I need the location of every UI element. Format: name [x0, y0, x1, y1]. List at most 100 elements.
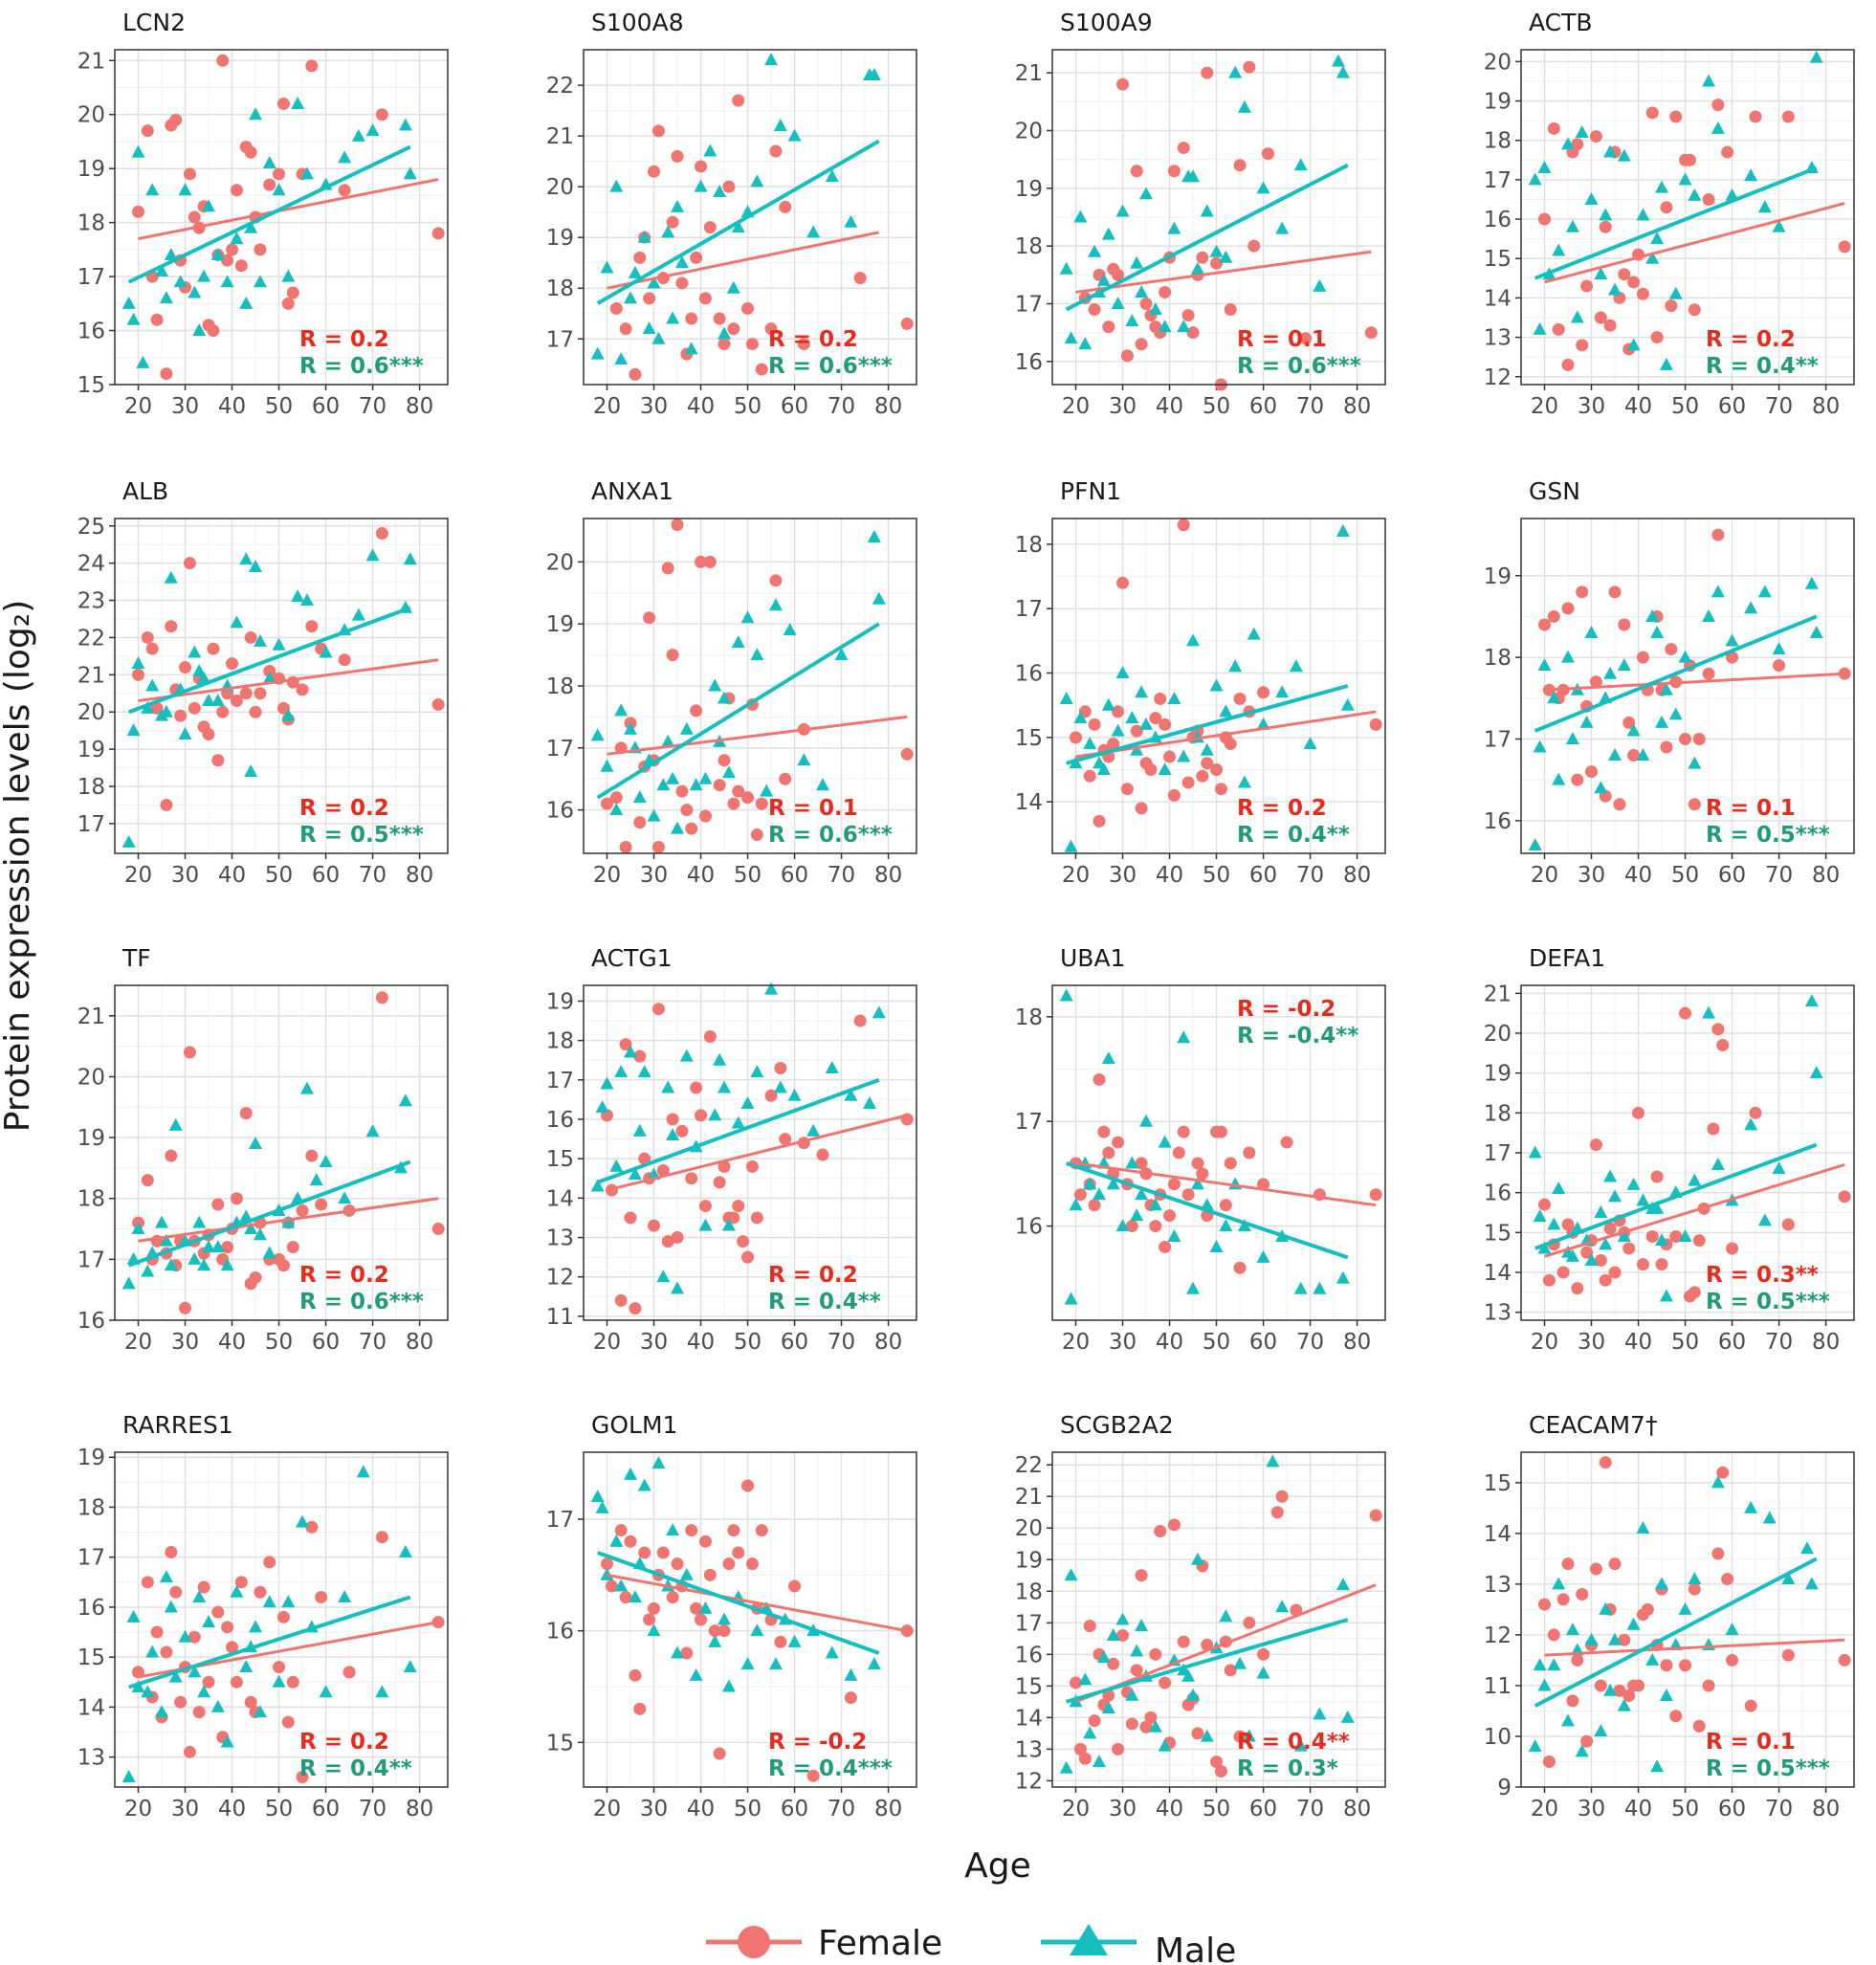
male-point: [1190, 261, 1204, 275]
y-tick-label: 19: [77, 1446, 105, 1470]
male-point: [1561, 1713, 1576, 1727]
male-point: [666, 771, 680, 784]
male-point: [351, 607, 365, 621]
male-point: [1340, 1710, 1355, 1723]
female-point: [1641, 1602, 1654, 1616]
male-point: [239, 552, 254, 565]
male-point: [262, 671, 276, 684]
r-label-female: R = 0.2: [1706, 327, 1796, 352]
female-point: [249, 1270, 262, 1284]
female-point: [230, 184, 243, 197]
x-tick-label: 50: [1671, 863, 1699, 888]
female-point: [1561, 1557, 1575, 1571]
female-point: [666, 215, 679, 229]
female-point: [1566, 1694, 1579, 1708]
male-point: [145, 1645, 160, 1658]
female-point: [1556, 1593, 1570, 1606]
female-point: [732, 1546, 745, 1559]
male-point: [210, 248, 225, 261]
female-point: [202, 728, 215, 741]
y-tick-label: 15: [77, 1645, 105, 1670]
male-point: [319, 645, 333, 658]
male-point: [164, 1258, 178, 1271]
male-point: [1804, 576, 1819, 589]
y-tick-label: 20: [1015, 1516, 1043, 1541]
y-tick-label: 21: [1015, 61, 1043, 86]
r-label-female: R = -0.2: [768, 1730, 867, 1755]
female-point: [226, 1641, 239, 1654]
y-tick-label: 15: [546, 1731, 574, 1755]
female-point: [1097, 1125, 1111, 1138]
female-point: [179, 661, 192, 674]
male-point: [1533, 740, 1547, 753]
male-point: [740, 1096, 755, 1110]
male-point: [1200, 742, 1214, 756]
female-point: [1125, 1220, 1138, 1233]
female-point: [1538, 212, 1552, 226]
female-point: [1125, 1717, 1138, 1731]
male-point: [220, 1258, 234, 1271]
male-point: [1678, 172, 1692, 186]
y-tick-label: 18: [77, 1495, 105, 1520]
female-point: [1665, 299, 1678, 313]
r-label-male: R = 0.5***: [1706, 1756, 1830, 1781]
female-point: [755, 363, 768, 376]
y-tick-label: 19: [546, 989, 574, 1014]
female-point: [1181, 309, 1195, 322]
male-point: [281, 708, 296, 721]
x-tick-label: 80: [1812, 394, 1840, 419]
male-point: [872, 591, 886, 605]
male-point: [773, 119, 787, 132]
x-tick-label: 80: [1812, 1797, 1840, 1821]
x-tick-label: 60: [312, 1330, 340, 1355]
male-point: [773, 1080, 787, 1093]
female-point: [1618, 268, 1631, 281]
female-point: [741, 791, 755, 805]
male-point: [694, 179, 708, 192]
panel-title: DEFA1: [1529, 944, 1605, 972]
male-point: [262, 156, 276, 169]
plot-border: [1520, 984, 1855, 1321]
x-tick-label: 40: [1156, 1797, 1183, 1821]
male-point: [726, 280, 740, 294]
x-tick-label: 60: [1249, 1330, 1277, 1355]
male-point: [1608, 1189, 1622, 1203]
female-point: [296, 683, 309, 696]
female-point: [1233, 1730, 1247, 1743]
female-point: [1364, 326, 1378, 340]
panel-s100a8: 20 30 40 50 60 70 80 17 18 19 20 21 22 S100A8 R = 0.2R…: [546, 9, 917, 419]
female-point: [1556, 1266, 1570, 1279]
female-point: [296, 1771, 309, 1784]
y-tick-label: 13: [546, 1226, 574, 1251]
female-point: [1083, 1620, 1096, 1633]
female-point: [1088, 1714, 1101, 1728]
male-point: [764, 982, 779, 995]
male-point: [666, 311, 680, 324]
male-point: [1135, 1619, 1149, 1632]
female-point: [695, 1613, 708, 1626]
male-point: [708, 678, 722, 692]
female-point: [656, 1546, 670, 1559]
female-point: [648, 1219, 661, 1232]
female-point: [207, 324, 220, 338]
male-fit-line: [128, 606, 411, 715]
male-point: [1799, 1541, 1814, 1555]
y-tick-label: 13: [77, 1746, 105, 1771]
male-point: [1678, 650, 1692, 663]
male-point: [1744, 601, 1758, 614]
male-fit-line: [128, 1159, 411, 1268]
female-point: [651, 124, 665, 138]
male-point: [1594, 1724, 1608, 1737]
r-label-male: R = 0.4**: [299, 1756, 412, 1781]
male-point: [624, 291, 638, 304]
female-point: [1702, 192, 1715, 206]
female-point: [1721, 1573, 1734, 1586]
female-point: [263, 664, 276, 677]
y-tick-label: 16: [1015, 1643, 1043, 1667]
female-point: [1144, 1711, 1158, 1724]
male-point: [1725, 1623, 1739, 1636]
male-point: [651, 1456, 666, 1469]
male-point: [637, 1478, 651, 1491]
male-point: [365, 1124, 380, 1137]
female-point: [614, 1293, 628, 1307]
